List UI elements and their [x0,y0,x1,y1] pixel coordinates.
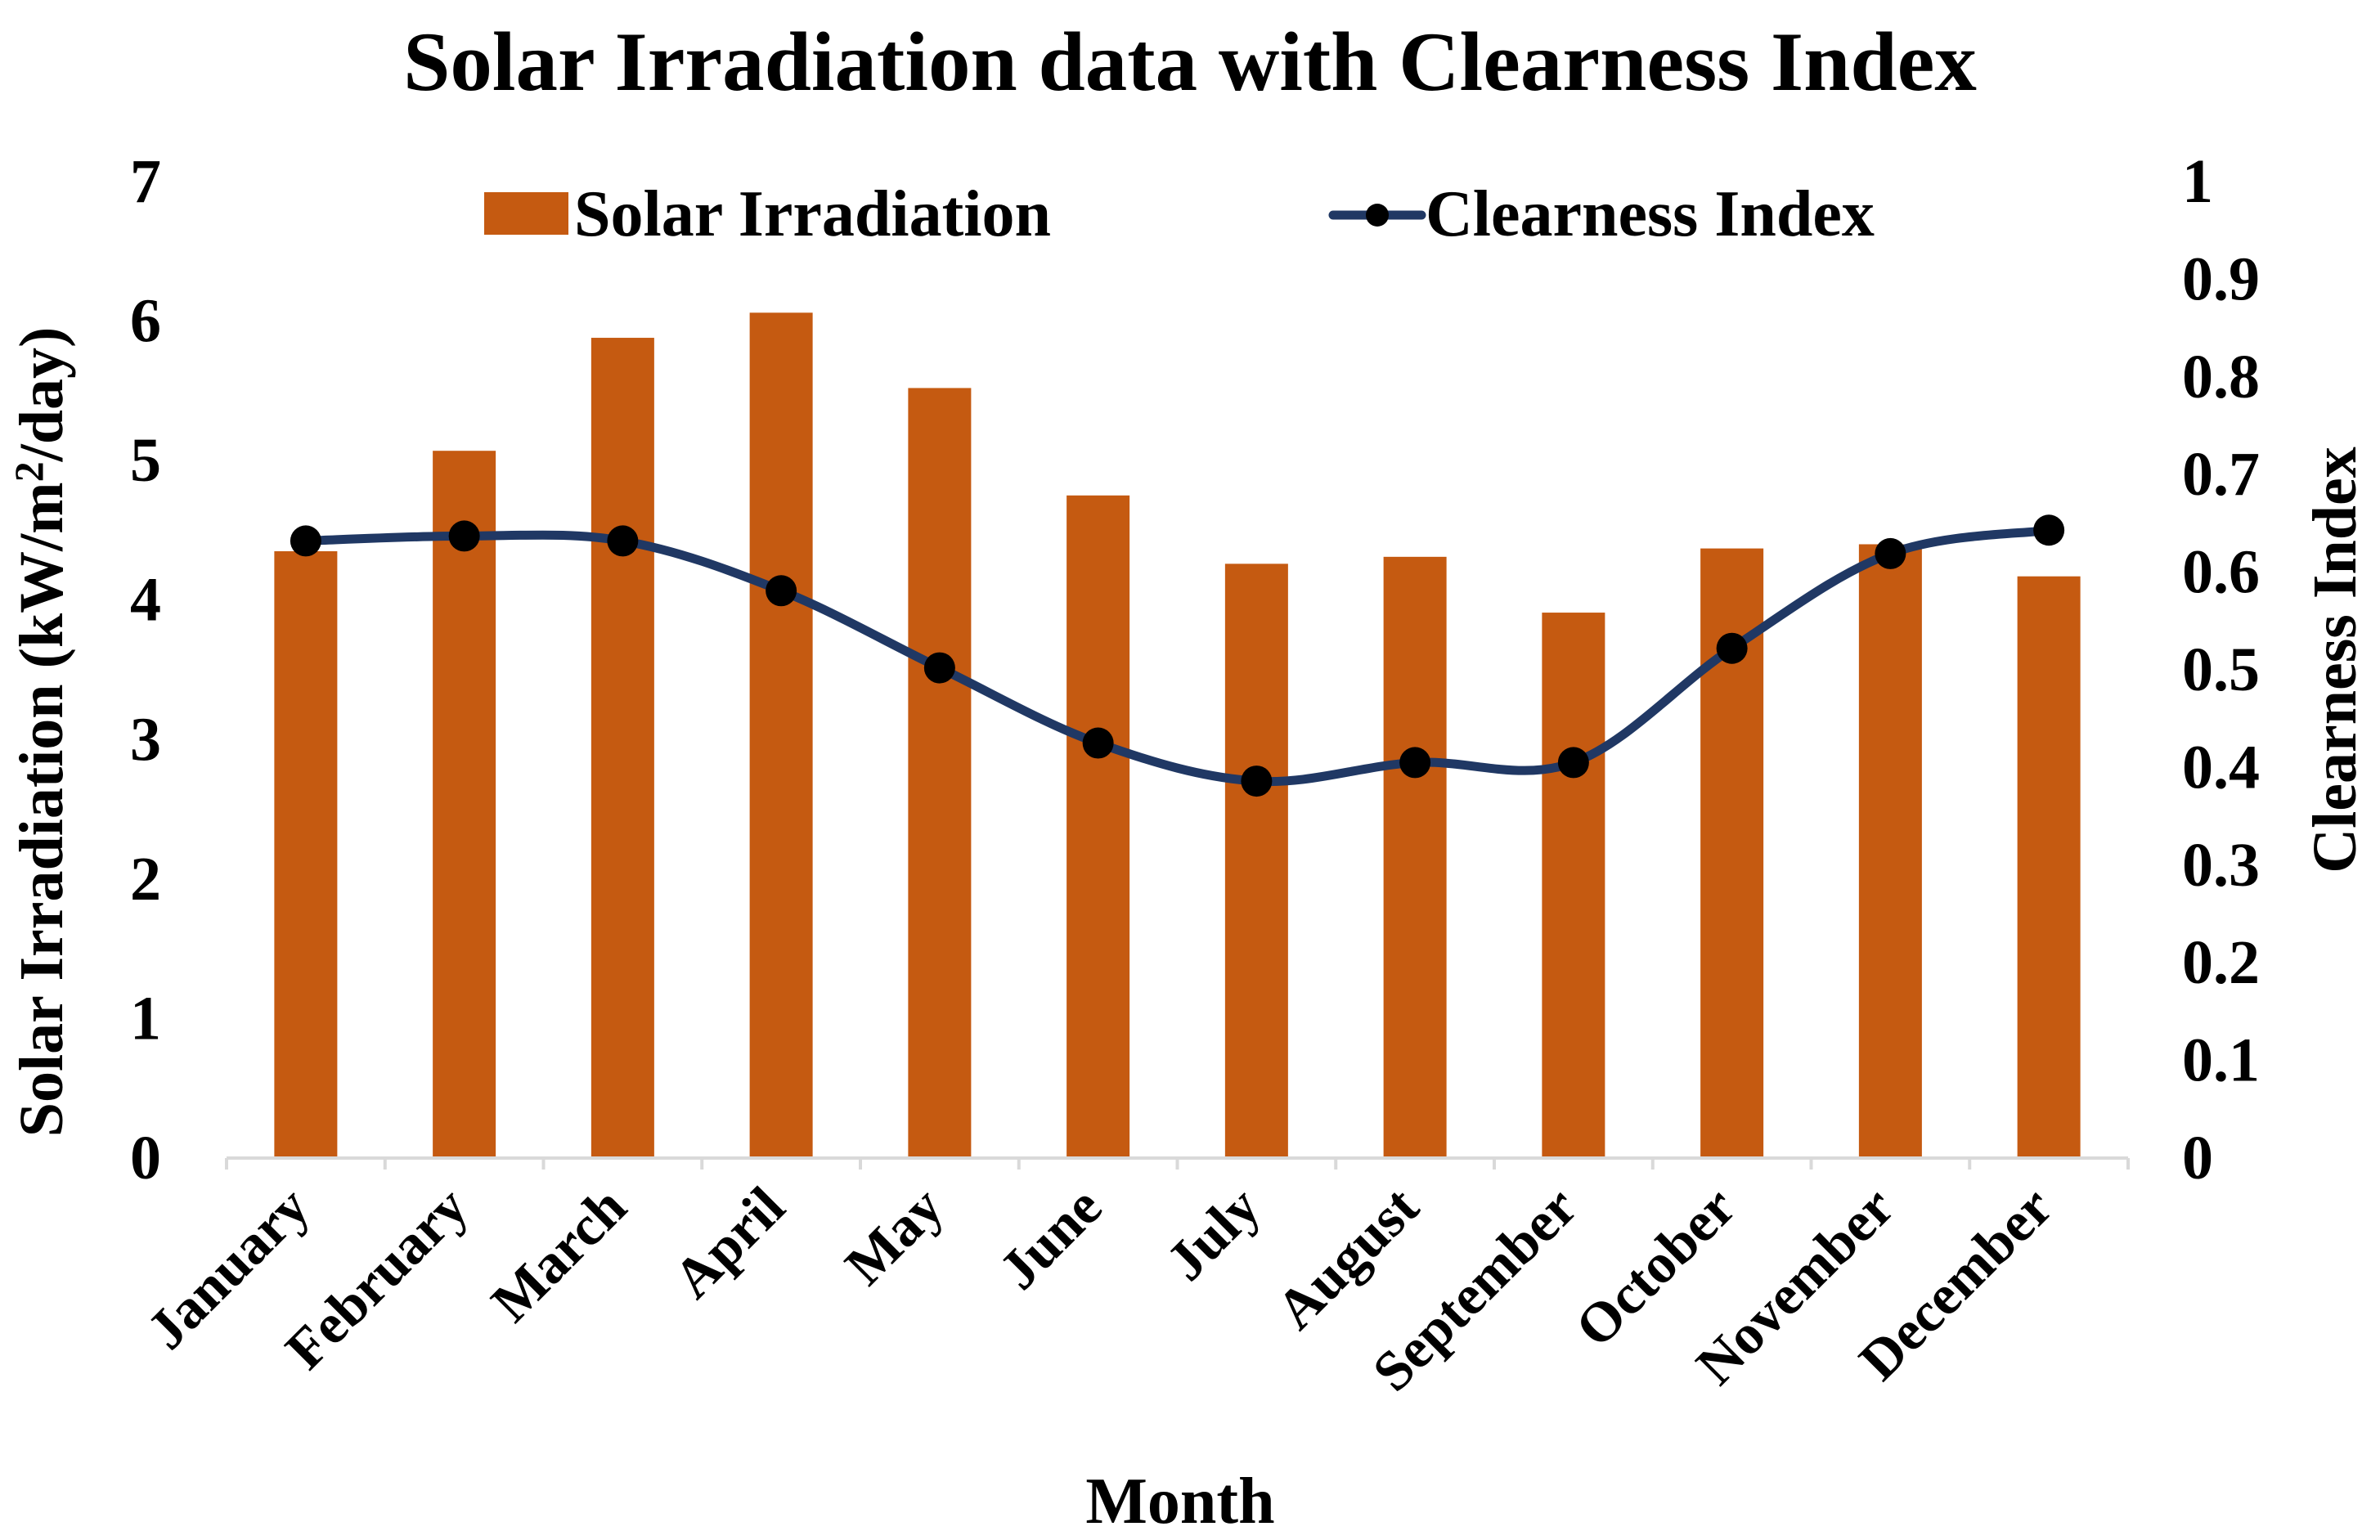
y-right-tick-label: 0.6 [2182,538,2260,607]
clearness-point-july [1241,766,1273,797]
legend: Solar Irradiation Clearness Index [484,178,1875,250]
y-left-tick-label: 6 [130,287,161,356]
clearness-point-may [923,652,955,684]
clearness-point-december [2033,514,2065,546]
bar-may [908,388,972,1159]
bar-january [274,551,338,1158]
clearness-point-january [290,525,321,557]
y-right-tick-label: 0.5 [2182,635,2260,704]
x-tick-label-june: June [987,1175,1113,1301]
y-left-tick-label: 0 [130,1124,161,1192]
y-left-tick-label: 2 [130,845,161,914]
clearness-point-february [448,520,480,552]
bar-june [1067,495,1130,1158]
y-right-tick-label: 0.2 [2182,928,2260,997]
y-axis-left: 0 1 2 3 4 5 6 7 [130,147,161,1192]
bar-september [1542,613,1605,1158]
bar-february [433,451,496,1158]
clearness-point-april [766,575,797,607]
bar-series [274,312,2081,1159]
legend-swatch-solar-irradiation [484,192,568,235]
line-series [290,514,2065,797]
x-tick-label-july: July [1155,1175,1272,1292]
bar-august [1383,556,1447,1158]
legend-marker-clearness-index [1366,204,1389,227]
y-right-tick-label: 0.3 [2182,831,2260,900]
y-right-tick-label: 0.8 [2182,343,2260,411]
y-axis-right-title: Clearness Index [2301,447,2369,873]
chart-title: Solar Irradiation data with Clearness In… [403,16,1977,109]
y-right-tick-label: 0 [2182,1124,2213,1192]
clearness-point-november [1875,537,1906,569]
x-tick-label-april: April [662,1175,797,1310]
bar-july [1224,563,1288,1158]
y-right-tick-label: 0.4 [2182,733,2260,801]
y-left-tick-label: 5 [130,426,161,495]
y-right-tick-label: 1 [2182,147,2213,216]
bar-december [2017,576,2081,1158]
clearness-point-august [1399,747,1431,779]
y-left-tick-label: 4 [130,566,161,635]
y-right-tick-label: 0.7 [2182,440,2260,509]
y-left-tick-label: 1 [130,984,161,1053]
y-left-tick-label: 7 [130,147,161,216]
legend-label-solar-irradiation: Solar Irradiation [574,178,1051,250]
x-tick-label-may: May [833,1175,955,1297]
clearness-point-march [607,525,639,557]
legend-label-clearness-index: Clearness Index [1426,178,1875,250]
bar-march [591,338,654,1158]
y-right-tick-label: 0.1 [2182,1026,2260,1095]
y-axis-right: 0 0.1 0.2 0.3 0.4 0.5 0.6 0.7 0.8 0.9 1 [2182,147,2260,1192]
clearness-index-line [301,525,2054,787]
bar-april [749,312,813,1158]
x-axis-title: Month [1085,1466,1274,1538]
clearness-point-september [1557,747,1589,779]
y-left-tick-label: 3 [130,705,161,774]
clearness-point-october [1716,632,1748,664]
y-axis-left-title: Solar Irradiation (kW/m2/day) [6,327,76,1138]
clearness-point-june [1082,727,1114,759]
y-right-tick-label: 0.9 [2182,245,2260,313]
bar-november [1858,544,1922,1158]
x-tick-label-march: March [479,1175,638,1334]
